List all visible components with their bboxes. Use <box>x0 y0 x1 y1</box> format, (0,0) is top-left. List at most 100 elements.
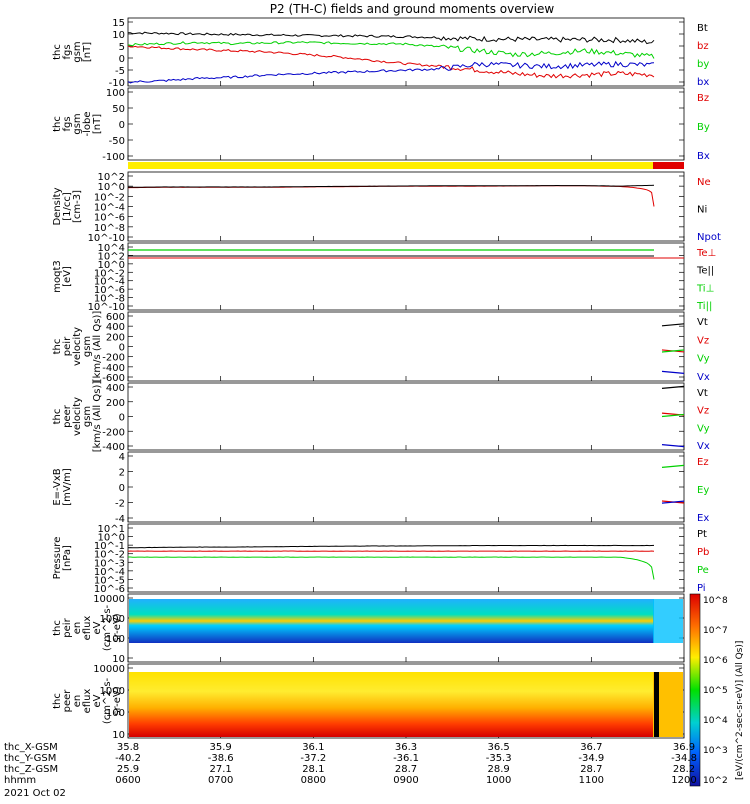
legend-fgs_low-0: Bz <box>697 93 709 104</box>
legend-fgs_low-1: By <box>697 122 710 133</box>
x-axis-value: 28.7 <box>395 764 417 775</box>
y-axis-label: Pressure[nPa] <box>52 537 73 580</box>
x-axis-value: 36.1 <box>302 742 324 753</box>
x-axis-value: 36.5 <box>488 742 510 753</box>
legend-temp-2: Ti⊥ <box>696 283 714 294</box>
y-axis-label-line: sr-eV) <box>112 613 123 642</box>
panel-peir_v: 6004002000-200-400-600thcpeirvelocitygsm… <box>52 311 684 384</box>
y-tick-label: 15 <box>112 18 125 29</box>
y-axis-label: thcpeerenefluxeV(cm^2-s-sr-eV) <box>52 677 123 724</box>
colorbar-tick-label: 10^5 <box>703 686 728 696</box>
colorbar-tick-label: 10^3 <box>703 746 728 756</box>
panel-efield: 420-2-4E=-VxB[mV/m] <box>52 452 684 525</box>
legend-fgs-3: bx <box>697 77 709 88</box>
legend-density-0: Ne <box>697 177 711 188</box>
colorbar-tick-label: 10^8 <box>703 596 728 606</box>
x-axis-value: 28.9 <box>488 764 510 775</box>
x-axis-value: 0900 <box>393 775 418 786</box>
series-Pe <box>128 557 654 580</box>
y-axis-label: moqt3[eV] <box>52 260 73 293</box>
x-axis-value: -37.2 <box>300 753 326 764</box>
legend-temp-3: Ti|| <box>696 301 712 312</box>
x-axis-value: 28.7 <box>580 764 602 775</box>
y-axis-label-line: [nT] <box>82 42 93 62</box>
panel-pressure: 10^110^010^-110^-210^-310^-410^-510^-6Pr… <box>52 524 684 595</box>
y-axis-label: E=-VxB[mV/m] <box>52 468 73 506</box>
x-axis-value: 36.3 <box>395 742 417 753</box>
x-axis-row-label: thc_Z-GSM <box>4 764 58 775</box>
mode-bar-yellow <box>128 162 653 169</box>
end-segment <box>662 445 684 447</box>
series-bz <box>128 46 654 78</box>
legend-peer_v-3: Vx <box>697 441 710 452</box>
legend-fgs-2: by <box>697 59 709 70</box>
y-axis-label-line: [km/s (All Qs)] <box>92 311 103 383</box>
legend-peir_v-1: Vz <box>697 335 709 346</box>
y-tick-label: -2 <box>115 499 125 510</box>
y-axis-label: thcpeirvelocitygsm[km/s (All Qs)] <box>52 311 103 383</box>
y-tick-label: -5 <box>115 66 125 77</box>
y-axis-label: thcfgsgsm[nT] <box>52 41 93 62</box>
panel-frame <box>128 452 684 522</box>
legend-peer_v-0: Vt <box>697 388 708 399</box>
colorbar-tick-label: 10^2 <box>703 776 728 786</box>
y-axis-label: thcpeirenefluxeV(cm^2-s-sr-eV) <box>52 604 123 651</box>
x-axis-value: 1200 <box>671 775 696 786</box>
chart-title: P2 (TH-C) fields and ground moments over… <box>270 2 555 16</box>
panel-density: 10^210^010^-210^-410^-610^-810^-10Densit… <box>52 172 684 244</box>
series-Ni <box>128 185 654 187</box>
legend-pressure-0: Pt <box>697 529 707 540</box>
spectrogram-gap <box>654 672 659 737</box>
x-axis-row-label: thc_Y-GSM <box>4 753 56 764</box>
x-axis-value: -40.2 <box>115 753 141 764</box>
x-axis-value: 0600 <box>115 775 140 786</box>
y-tick-label: 5 <box>119 42 125 53</box>
x-axis-value: 27.1 <box>210 764 232 775</box>
legend-peer_v-1: Vz <box>697 406 709 417</box>
legend-fgs_low-2: Bx <box>697 151 710 162</box>
y-axis-label-line: [km/s (All Qs)] <box>92 381 103 453</box>
y-tick-label: -100 <box>102 152 125 163</box>
panel-frame <box>128 88 684 160</box>
y-axis-label: thcpeervelocitygsm[km/s (All Qs)] <box>52 381 103 453</box>
panel-temp: 10^410^210^010^-210^-410^-610^-810^-10mo… <box>52 243 684 313</box>
x-axis-value: 35.8 <box>117 742 139 753</box>
panel-frame <box>128 524 684 592</box>
legend-peir_v-3: Vx <box>697 372 710 383</box>
legend-efield-1: Ey <box>697 485 709 496</box>
y-tick-label: 0 <box>119 483 125 494</box>
x-axis-value: 0700 <box>208 775 233 786</box>
legend-pressure-1: Pb <box>697 547 709 558</box>
x-axis-value: 36.7 <box>580 742 602 753</box>
y-tick-label: 400 <box>106 383 125 394</box>
x-axis-value: -34.9 <box>578 753 604 764</box>
colorbar-tick-label: 10^7 <box>703 626 728 636</box>
x-axis-value: 25.9 <box>117 764 139 775</box>
electron-spectrogram <box>129 672 654 737</box>
colorbar-ticks: 10^8 10^7 10^6 10^5 10^4 10^3 10^2 <box>703 596 728 786</box>
x-axis-value: 28.1 <box>302 764 324 775</box>
end-segment <box>662 386 684 388</box>
y-axis-label: thcfgsgsm-lobe[nT] <box>52 111 103 136</box>
y-tick-label: 4 <box>119 452 125 463</box>
y-tick-label: 0 <box>119 54 125 65</box>
x-axis-value: 28.2 <box>673 764 695 775</box>
end-segment <box>662 465 684 467</box>
x-axis-value: -36.1 <box>393 753 419 764</box>
colorbar: 10^810^710^610^510^410^310^2 [eV/(cm^2-s… <box>690 594 745 786</box>
legend-peir_v-0: Vt <box>697 317 708 328</box>
y-tick-label: 200 <box>106 398 125 409</box>
y-tick-label: 0 <box>119 120 125 131</box>
legend-efield-0: Ez <box>697 457 709 468</box>
colorbar-tick-label: 10^4 <box>703 716 728 726</box>
x-axis-value: -38.6 <box>208 753 234 764</box>
legend-peir_v-2: Vy <box>697 354 710 365</box>
y-tick-label: 0 <box>119 413 125 424</box>
end-segment <box>662 371 684 373</box>
y-axis-label-line: [mV/m] <box>62 468 73 506</box>
legend-density-2: Npot <box>697 232 721 243</box>
colorbar-tick-label: 10^6 <box>703 656 728 666</box>
